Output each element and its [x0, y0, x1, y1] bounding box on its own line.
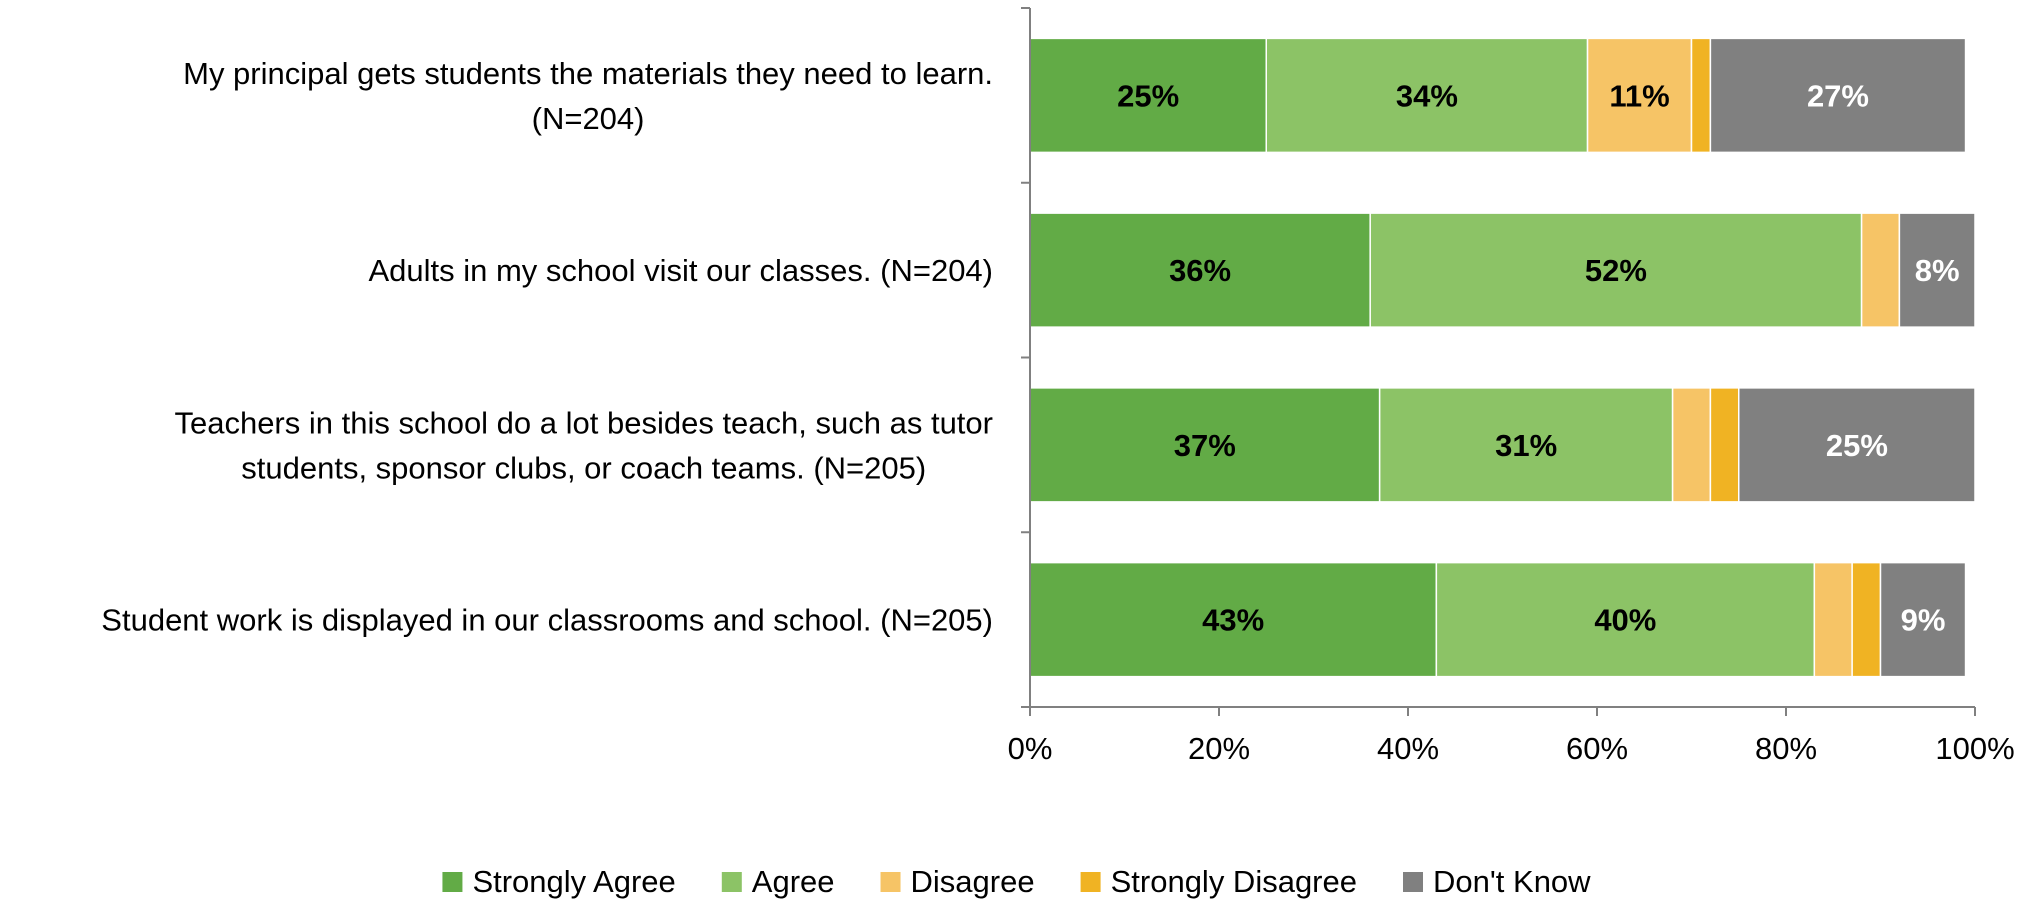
bar-segment-agree-3	[1378, 387, 1674, 503]
data-label: 11%	[1609, 78, 1669, 113]
x-tick-label: 60%	[1566, 731, 1628, 766]
bar-segment-agree-4	[1435, 561, 1816, 678]
bar-segment-strongly-agree-3	[1029, 387, 1381, 503]
category-label-line: Teachers in this school do a lot besides…	[174, 405, 993, 440]
bar-segment-strongly-agree-1	[1029, 37, 1267, 154]
legend-item: Strongly Disagree	[1080, 864, 1357, 899]
axis-layer: 0% 20% 40% 60% 80% 100%	[1008, 7, 2015, 766]
data-label: 34%	[1396, 78, 1458, 113]
category-label: Student work is displayed in our classro…	[101, 603, 993, 638]
data-label: 37%	[1174, 428, 1236, 463]
bar-segment-don-t-know-2	[1898, 212, 1976, 328]
legend-swatch	[721, 872, 742, 892]
bars-layer: 25% 34% 11% 27% 36% 52% 8% 37% 31% 25% 43% 40% 9%	[1029, 37, 1976, 678]
x-tick-label: 40%	[1377, 731, 1439, 766]
category-label-line: My principal gets students the materials…	[183, 56, 993, 91]
data-label: 27%	[1807, 78, 1869, 113]
legend-label: Disagree	[911, 864, 1035, 899]
legend-swatch	[442, 872, 463, 892]
data-label: 52%	[1585, 253, 1647, 288]
legend-swatch	[880, 872, 901, 892]
legend-swatch	[1403, 872, 1423, 892]
category-label-line: (N=204)	[532, 101, 645, 136]
legend-label: Strongly Disagree	[1111, 864, 1357, 899]
category-label-line: Student work is displayed in our classro…	[101, 603, 993, 638]
data-label: 36%	[1169, 253, 1231, 288]
bar-segment-don-t-know-1	[1709, 37, 1967, 154]
bar-segment-don-t-know-4	[1879, 561, 1967, 678]
bar-segment-strongly-disagree-4	[1851, 561, 1882, 678]
bar-segment-agree-2	[1369, 212, 1863, 328]
category-label: Adults in my school visit our classes. (…	[368, 253, 993, 288]
bar-segment-strongly-agree-2	[1029, 212, 1371, 328]
bar-segment-disagree-4	[1813, 561, 1853, 678]
legend-item: Agree	[721, 864, 835, 899]
data-label: 43%	[1202, 603, 1264, 638]
data-label: 25%	[1826, 428, 1888, 463]
x-tick-label: 0%	[1008, 731, 1053, 766]
bar-segment-disagree-3	[1671, 387, 1712, 503]
bar-segment-disagree-2	[1860, 212, 1901, 328]
legend-swatch	[1080, 872, 1101, 892]
bar-segment-strongly-disagree-1	[1690, 37, 1712, 154]
x-tick-label: 100%	[1935, 731, 2014, 766]
x-tick-label: 20%	[1188, 731, 1250, 766]
data-label: 8%	[1915, 253, 1960, 288]
legend-item: Don't Know	[1403, 864, 1591, 899]
legend-label: Don't Know	[1433, 864, 1591, 899]
bar-segment-agree-1	[1265, 37, 1589, 154]
legend-item: Disagree	[880, 864, 1035, 899]
legend-label: Strongly Agree	[472, 864, 675, 899]
bar-segment-don-t-know-3	[1738, 387, 1976, 503]
category-label: Teachers in this school do a lot besides…	[174, 405, 993, 485]
data-label: 9%	[1901, 603, 1946, 638]
data-label: 40%	[1594, 603, 1656, 638]
category-label-line: Adults in my school visit our classes. (…	[368, 253, 993, 288]
legend-label: Agree	[752, 864, 835, 899]
bar-segment-disagree-1	[1586, 37, 1693, 154]
legend-item: Strongly Agree	[442, 864, 676, 899]
x-tick-label: 80%	[1755, 731, 1817, 766]
category-labels: My principal gets students the materials…	[101, 56, 993, 638]
category-label-line: students, sponsor clubs, or coach teams.…	[241, 450, 926, 485]
data-label: 25%	[1117, 78, 1179, 113]
data-label: 31%	[1495, 428, 1557, 463]
bar-segment-strongly-disagree-3	[1709, 387, 1740, 503]
category-label: My principal gets students the materials…	[183, 56, 993, 136]
legend: Strongly Agree Agree Disagree Strongly Disa…	[442, 864, 1591, 899]
